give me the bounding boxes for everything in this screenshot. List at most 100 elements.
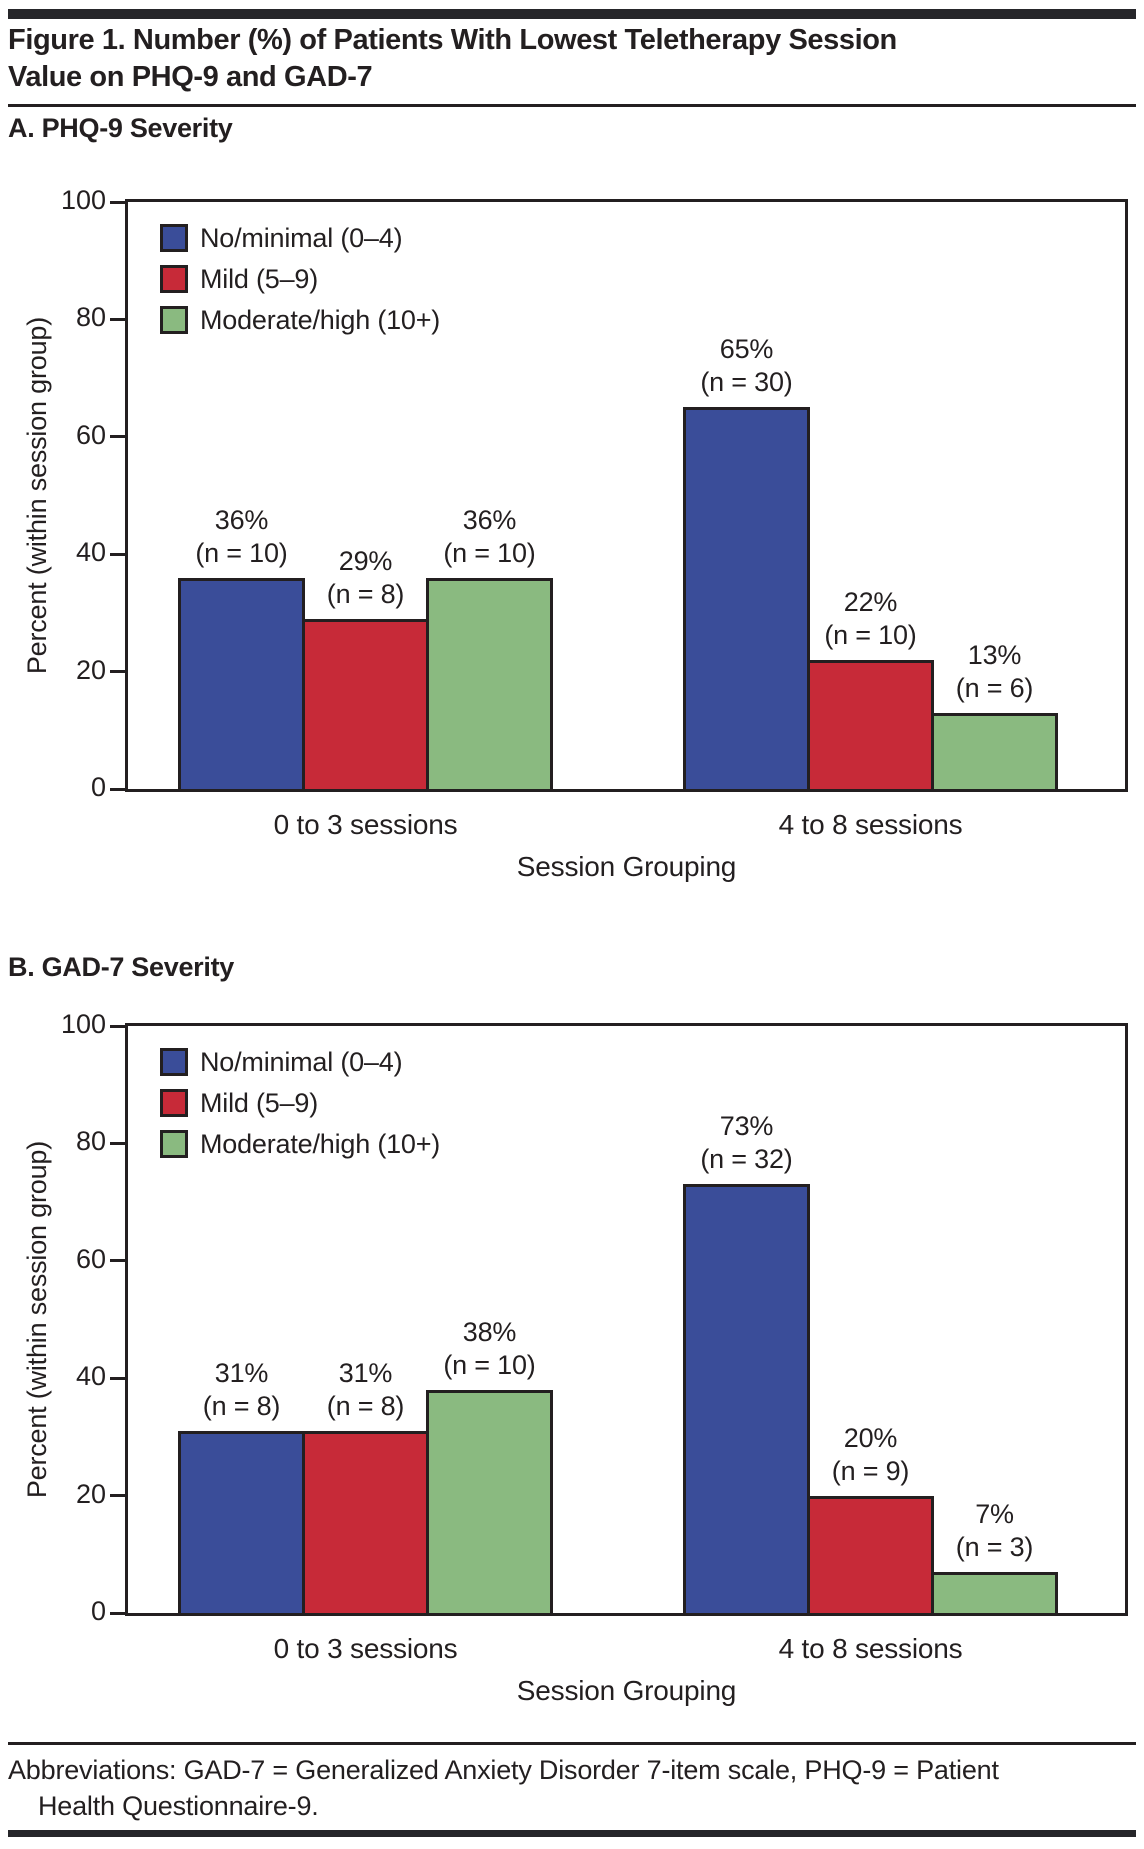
y-axis-label-a: Percent (within session group): [16, 202, 58, 789]
bar-count-label: (n = 8): [326, 1391, 405, 1421]
bar-count-label: (n = 3): [955, 1532, 1034, 1562]
y-tick-mark-a-0: [110, 787, 125, 791]
legend-swatch-bar_green: [160, 306, 188, 334]
y-tick-label-a-40: 40: [75, 537, 106, 568]
legend-a: No/minimal (0–4) Mild (5–9) Moderate/high …: [160, 223, 440, 335]
y-tick-label-b-0: 0: [90, 1595, 106, 1626]
y-tick-label-a-80: 80: [75, 302, 106, 333]
y-tick-mark-a-40: [110, 552, 125, 556]
legend-b: No/minimal (0–4) Mild (5–9) Moderate/high …: [160, 1046, 441, 1159]
bar-value-label-b-g2-s2: 20% (n = 9): [786, 1422, 956, 1488]
footer-divider: [8, 1742, 1136, 1745]
bar-percent-label: 31%: [338, 1358, 393, 1388]
bar-value-label-b-g2-s1: 73% (n = 32): [662, 1110, 832, 1176]
bar-a-group2-series1: [683, 407, 810, 789]
bar-value-label-a-g2-s2: 22% (n = 10): [786, 586, 956, 652]
legend-label-b-0: No/minimal (0–4): [200, 1046, 403, 1077]
x-category-label-b-2: 4 to 8 sessions: [778, 1633, 963, 1664]
bar-value-label-a-g2-s3: 13% (n = 6): [910, 639, 1080, 705]
y-tick-label-a-60: 60: [75, 419, 106, 450]
panel-a-chart: 0 20 40 60 80 100 Percent (within session grou…: [22, 185, 1128, 882]
panel-b-chart: 0 20 40 60 80 100 Percent (within session grou…: [22, 1009, 1128, 1706]
bar-count-label: (n = 8): [202, 1391, 281, 1421]
legend-label-b-1: Mild (5–9): [200, 1087, 319, 1118]
abbreviations-line2: Health Questionnaire-9.: [38, 1791, 319, 1821]
legend-label-a-1: Mild (5–9): [200, 263, 319, 294]
y-tick-label-b-100: 100: [60, 1008, 106, 1039]
bar-value-label-a-g1-s2: 29% (n = 8): [281, 545, 451, 611]
abbreviations-note: Abbreviations: GAD-7 = Generalized Anxie…: [8, 1752, 1128, 1824]
x-category-label-a-2: 4 to 8 sessions: [778, 809, 963, 840]
y-tick-mark-a-100: [110, 200, 125, 204]
bar-count-label: (n = 10): [443, 1350, 536, 1380]
bar-percent-label: 36%: [462, 505, 517, 535]
legend-item-a-1: Mild (5–9): [160, 263, 440, 294]
figure-title: Figure 1. Number (%) of Patients With Lo…: [8, 22, 1128, 96]
bar-percent-label: 73%: [719, 1111, 774, 1141]
y-tick-label-b-40: 40: [75, 1361, 106, 1392]
bar-percent-label: 31%: [214, 1358, 269, 1388]
bottom-rule-bar: [8, 1830, 1136, 1837]
bar-percent-label: 13%: [967, 640, 1022, 670]
bar-count-label: (n = 6): [955, 673, 1034, 703]
bar-a-group1-series3: [426, 578, 553, 789]
bar-percent-label: 65%: [719, 334, 774, 364]
bar-count-label: (n = 9): [831, 1456, 910, 1486]
y-tick-label-b-80: 80: [75, 1126, 106, 1157]
legend-swatch-bar_green: [160, 1130, 188, 1158]
legend-label-b-2: Moderate/high (10+): [200, 1128, 441, 1159]
abbreviations-line1: Abbreviations: GAD-7 = Generalized Anxie…: [8, 1755, 999, 1785]
y-tick-mark-b-60: [110, 1259, 125, 1263]
y-tick-label-b-20: 20: [75, 1478, 106, 1509]
bar-value-label-a-g1-s1: 36% (n = 10): [157, 504, 327, 570]
y-tick-mark-b-20: [110, 1494, 125, 1498]
y-tick-label-b-60: 60: [75, 1243, 106, 1274]
y-tick-mark-a-20: [110, 670, 125, 674]
bar-value-label-a-g2-s1: 65% (n = 30): [662, 333, 832, 399]
bar-percent-label: 22%: [843, 587, 898, 617]
y-axis-label-text-b: Percent (within session group): [21, 1140, 52, 1499]
bar-percent-label: 7%: [975, 1499, 1014, 1529]
bar-percent-label: 36%: [214, 505, 269, 535]
bar-percent-label: 29%: [338, 546, 393, 576]
legend-item-b-1: Mild (5–9): [160, 1087, 440, 1118]
y-tick-mark-a-80: [110, 317, 125, 321]
bar-count-label: (n = 10): [443, 538, 536, 568]
y-axis-label-b: Percent (within session group): [16, 1026, 58, 1613]
y-tick-mark-b-0: [110, 1611, 125, 1615]
x-category-label-a-1: 0 to 3 sessions: [273, 809, 458, 840]
top-rule-bar: [8, 9, 1136, 19]
bar-value-label-b-g2-s3: 7% (n = 3): [910, 1498, 1080, 1564]
bar-count-label: (n = 10): [195, 538, 288, 568]
legend-swatch-bar_blue: [160, 224, 188, 252]
bar-count-label: (n = 32): [700, 1144, 793, 1174]
bar-b-group1-series2: [302, 1431, 429, 1613]
bar-count-label: (n = 8): [326, 579, 405, 609]
bar-percent-label: 20%: [843, 1423, 898, 1453]
y-tick-label-a-0: 0: [90, 771, 106, 802]
bar-b-group2-series2: [807, 1496, 934, 1613]
bar-b-group2-series3: [931, 1572, 1058, 1613]
y-tick-mark-b-100: [110, 1024, 125, 1028]
bar-count-label: (n = 30): [700, 367, 793, 397]
y-tick-label-a-20: 20: [75, 654, 106, 685]
y-tick-mark-b-80: [110, 1141, 125, 1145]
legend-item-b-2: Moderate/high (10+): [160, 1128, 441, 1159]
legend-swatch-bar_red: [160, 1089, 188, 1117]
figure-title-line2: Value on PHQ-9 and GAD-7: [8, 61, 373, 93]
title-divider: [8, 104, 1136, 107]
legend-swatch-bar_blue: [160, 1048, 188, 1076]
bar-percent-label: 38%: [462, 1317, 517, 1347]
bar-value-label-b-g1-s3: 38% (n = 10): [405, 1316, 575, 1382]
y-tick-label-a-100: 100: [60, 184, 106, 215]
bar-b-group1-series3: [426, 1390, 553, 1613]
x-category-label-b-1: 0 to 3 sessions: [273, 1633, 458, 1664]
y-tick-mark-a-60: [110, 435, 125, 439]
legend-item-a-0: No/minimal (0–4): [160, 223, 440, 253]
figure-title-line1: Figure 1. Number (%) of Patients With Lo…: [8, 24, 897, 56]
bar-value-label-a-g1-s3: 36% (n = 10): [405, 504, 575, 570]
bar-a-group2-series2: [807, 660, 934, 789]
bar-value-label-b-g1-s2: 31% (n = 8): [281, 1357, 451, 1423]
panel-b-title: B. GAD-7 Severity: [8, 952, 234, 982]
